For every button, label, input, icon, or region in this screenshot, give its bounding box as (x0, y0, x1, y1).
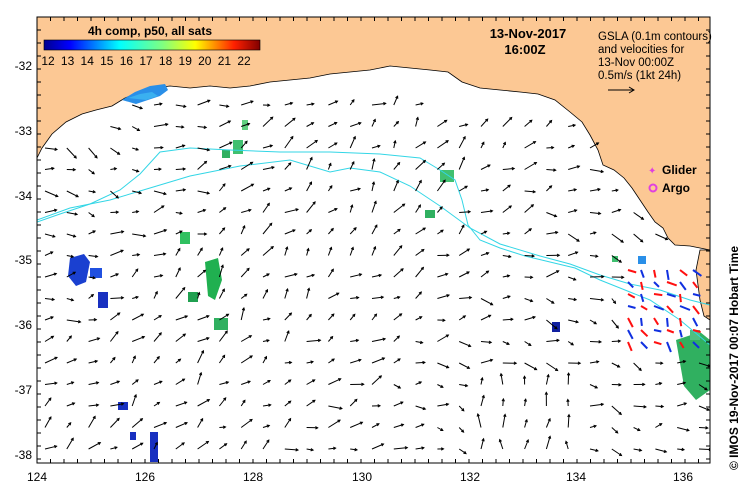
y-tick-label: -32 (15, 59, 33, 73)
colorbar: 4h comp, p50, all sats 12 13 14 15 16 17 18 19 2… (41, 24, 261, 68)
gsla-contours (37, 147, 710, 346)
colorbar-tick-label: 19 (179, 54, 193, 68)
colorbar-tick-label: 12 (41, 54, 55, 68)
info-line-3: 13-Nov 00:00Z (598, 57, 674, 69)
time-label: 16:00Z (504, 42, 545, 57)
y-tick-label: -33 (15, 124, 33, 138)
legend-glider: Glider (662, 163, 697, 177)
x-tick-label: 132 (460, 470, 480, 484)
glider-marker-icon: ✦ (648, 166, 656, 177)
x-tick-label: 134 (566, 470, 586, 484)
x-tick-label: 128 (243, 470, 263, 484)
scale-arrow (608, 86, 635, 94)
y-tick-label: -35 (15, 253, 33, 267)
legend-argo: Argo (662, 181, 690, 195)
argo-marker-icon (648, 183, 658, 193)
x-axis-labels: 124 126 128 130 132 134 136 (27, 470, 693, 484)
colorbar-tick-label: 16 (120, 54, 134, 68)
hf-radar-arrows (627, 269, 702, 353)
x-tick-label: 124 (27, 470, 47, 484)
date-label: 13-Nov-2017 (490, 26, 567, 41)
colorbar-tick-label: 13 (61, 54, 75, 68)
sst-patches (68, 84, 710, 462)
colorbar-tick-label: 20 (198, 54, 212, 68)
colorbar-tick-label: 17 (139, 54, 153, 68)
info-line-2: and velocities for (598, 44, 684, 56)
colorbar-tick-label: 21 (218, 54, 232, 68)
y-tick-label: -38 (15, 448, 33, 462)
info-line-4: 0.5m/s (1kt 24h) (598, 70, 681, 82)
colorbar-tick-label: 18 (159, 54, 173, 68)
velocity-arrows (44, 95, 710, 457)
y-axis-labels: -32 -33 -34 -35 -36 -37 -38 (15, 59, 33, 462)
colorbar-ticks: 12 13 14 15 16 17 18 19 20 21 22 (41, 54, 251, 68)
colorbar-tick-label: 22 (237, 54, 251, 68)
colorbar-title: 4h comp, p50, all sats (88, 24, 212, 38)
colorbar-gradient (43, 39, 261, 51)
x-tick-label: 130 (352, 470, 372, 484)
info-line-1: GSLA (0.1m contours) (598, 31, 712, 43)
colorbar-tick-label: 15 (100, 54, 114, 68)
colorbar-tick-label: 14 (81, 54, 95, 68)
plot-frame (36, 16, 711, 464)
axis-ticks (36, 16, 710, 463)
x-tick-label: 126 (135, 470, 155, 484)
y-tick-label: -36 (15, 318, 33, 332)
x-tick-label: 136 (673, 470, 693, 484)
legend: ✦ Glider Argo (648, 163, 697, 195)
credit-text: © IMOS 19-Nov-2017 00:07 Hobart Time (727, 246, 741, 470)
y-tick-label: -37 (15, 383, 33, 397)
y-tick-label: -34 (15, 189, 33, 203)
